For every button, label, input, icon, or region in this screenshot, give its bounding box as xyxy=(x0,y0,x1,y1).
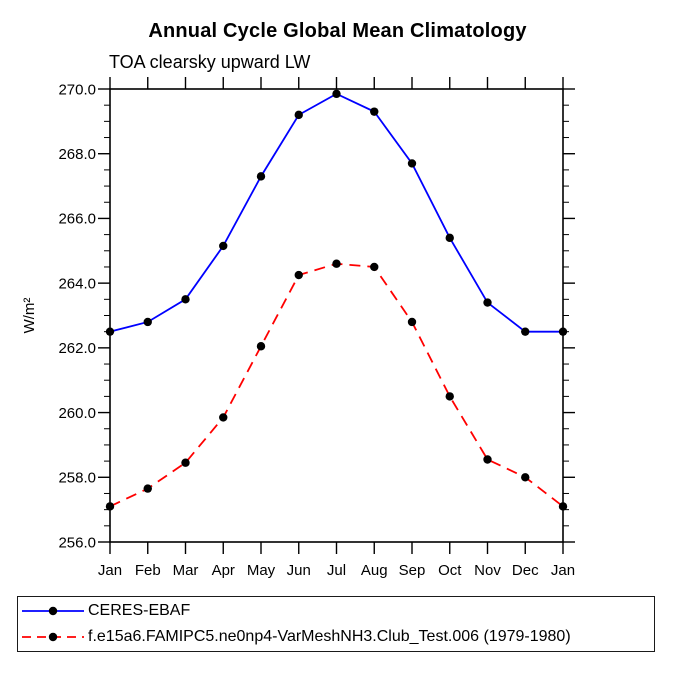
x-axis-tick-label: Apr xyxy=(212,562,235,579)
x-axis-tick-label: Aug xyxy=(361,562,388,579)
y-axis-tick-label: 260.0 xyxy=(58,405,96,422)
data-point-marker xyxy=(219,413,228,422)
data-point-marker xyxy=(521,473,530,482)
data-point-marker xyxy=(181,295,190,304)
x-axis-tick-label: Jul xyxy=(327,562,346,579)
x-axis-tick-label: Sep xyxy=(399,562,426,579)
data-point-marker xyxy=(219,241,228,251)
legend-line-sample-solid xyxy=(22,606,84,615)
data-point-marker xyxy=(445,233,454,243)
data-point-marker xyxy=(370,107,379,116)
legend-sample-marker xyxy=(48,633,58,642)
y-axis-title: W/m² xyxy=(21,298,38,334)
data-point-marker xyxy=(143,317,152,327)
data-point-marker xyxy=(181,458,190,467)
data-point-marker xyxy=(483,455,492,464)
legend-line-sample-dashed xyxy=(22,633,84,642)
series-line-1 xyxy=(109,262,564,508)
data-point-marker xyxy=(143,484,152,493)
chart-title: Annual Cycle Global Mean Climatology xyxy=(148,20,527,42)
data-point-marker xyxy=(105,502,115,511)
x-axis-tick-label: Nov xyxy=(474,562,501,579)
data-point-marker xyxy=(370,262,379,272)
data-point-marker xyxy=(332,89,341,99)
x-axis-tick-label: May xyxy=(247,562,276,579)
x-axis-tick-label: Jan xyxy=(98,562,122,579)
series-line-0 xyxy=(109,92,563,333)
data-point-marker xyxy=(256,172,266,181)
y-axis-tick-label: 258.0 xyxy=(58,470,96,487)
x-axis-tick-label: Oct xyxy=(438,562,462,579)
chart-subtitle: TOA clearsky upward LW xyxy=(109,52,311,72)
x-axis-tick-label: Jan xyxy=(551,562,575,579)
legend-sample-marker xyxy=(48,606,58,615)
x-axis-tick-label: Jun xyxy=(287,562,311,579)
legend-item-ceres: CERES-EBAF xyxy=(18,598,654,624)
plot-frame xyxy=(109,88,564,543)
legend-item-model: f.e15a6.FAMIPC5.ne0np4-VarMeshNH3.Club_T… xyxy=(18,624,654,650)
x-axis-tick-label: Dec xyxy=(512,562,539,579)
data-point-marker xyxy=(294,270,303,280)
y-axis-tick-label: 270.0 xyxy=(58,81,96,98)
x-axis-tick-label: Mar xyxy=(173,562,199,579)
x-axis-tick-label: Feb xyxy=(135,562,161,579)
legend-label: f.e15a6.FAMIPC5.ne0np4-VarMeshNH3.Club_T… xyxy=(88,628,571,646)
data-point-marker xyxy=(407,317,417,327)
data-point-marker xyxy=(521,327,530,336)
data-point-marker xyxy=(294,110,303,120)
data-point-marker xyxy=(558,327,568,336)
y-axis-tick-label: 256.0 xyxy=(58,534,96,551)
y-axis-tick-label: 264.0 xyxy=(58,275,96,292)
data-point-marker xyxy=(558,502,568,511)
y-axis-tick-label: 262.0 xyxy=(58,340,96,357)
legend: CERES-EBAF f.e15a6.FAMIPC5.ne0np4-VarMes… xyxy=(17,596,655,652)
data-point-marker xyxy=(445,392,454,401)
legend-label: CERES-EBAF xyxy=(88,601,191,619)
y-axis-tick-label: 268.0 xyxy=(58,146,96,163)
data-point-marker xyxy=(483,298,492,307)
y-axis-tick-label: 266.0 xyxy=(58,211,96,228)
data-point-marker xyxy=(332,259,341,268)
data-point-marker xyxy=(105,327,115,336)
data-point-marker xyxy=(407,159,417,168)
data-point-marker xyxy=(256,342,266,351)
